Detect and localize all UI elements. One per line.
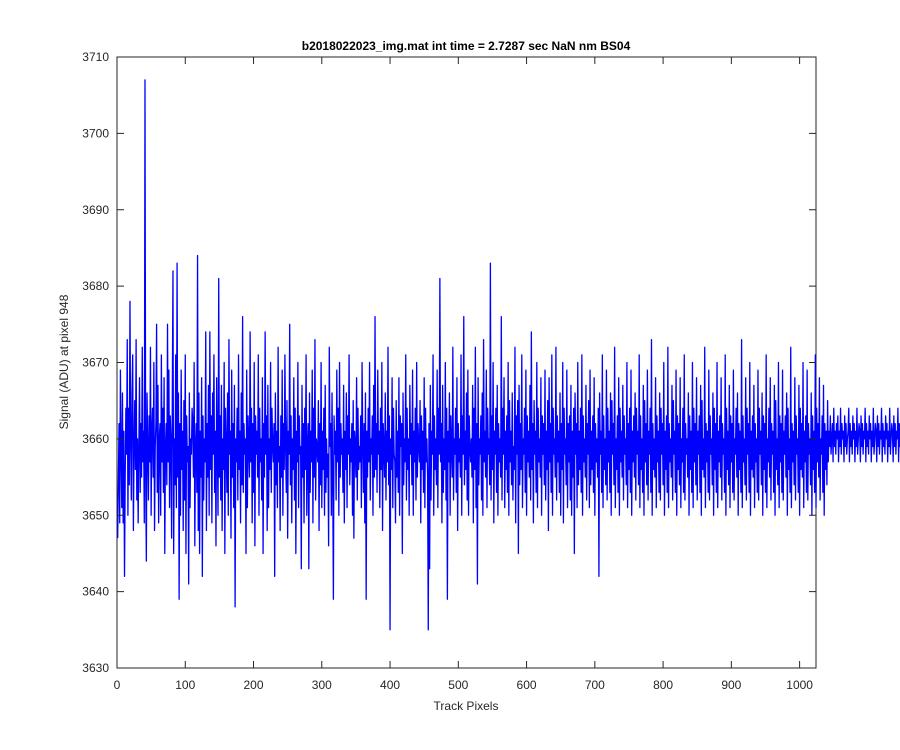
x-axis-label: Track Pixels	[434, 699, 499, 713]
series-layer	[117, 79, 900, 631]
x-tick-label: 500	[448, 678, 468, 692]
y-tick-label: 3690	[82, 203, 109, 217]
x-tick-label: 900	[721, 678, 741, 692]
y-axis-ticks: 3630 3640 3650 3660 3670 3680 3690 3700 3710	[82, 50, 816, 675]
x-tick-label: 600	[517, 678, 537, 692]
x-axis-ticks: 0 100 200 300 400 500 600 700 800 900 1000	[114, 57, 813, 692]
y-tick-label: 3660	[82, 432, 109, 446]
y-axis-label: Signal (ADU) at pixel 948	[57, 294, 71, 429]
y-tick-label: 3700	[82, 126, 109, 140]
plot-area: 0 100 200 300 400 500 600 700 800 900 1000 3630 364…	[82, 50, 900, 692]
series-line-0	[117, 79, 900, 631]
x-tick-label: 300	[312, 678, 332, 692]
chart-title: b2018022023_img.mat int time = 2.7287 se…	[302, 39, 631, 53]
y-tick-label: 3630	[82, 661, 109, 675]
x-tick-label: 1000	[786, 678, 813, 692]
x-tick-label: 200	[244, 678, 264, 692]
y-tick-label: 3640	[82, 585, 109, 599]
x-tick-label: 800	[653, 678, 673, 692]
y-tick-label: 3670	[82, 356, 109, 370]
axes-box	[116, 56, 817, 669]
x-tick-label: 100	[175, 678, 195, 692]
x-tick-label: 0	[114, 678, 121, 692]
y-tick-label: 3650	[82, 508, 109, 522]
x-tick-label: 400	[380, 678, 400, 692]
y-tick-label: 3680	[82, 279, 109, 293]
y-tick-label: 3710	[82, 50, 109, 64]
x-tick-label: 700	[585, 678, 605, 692]
